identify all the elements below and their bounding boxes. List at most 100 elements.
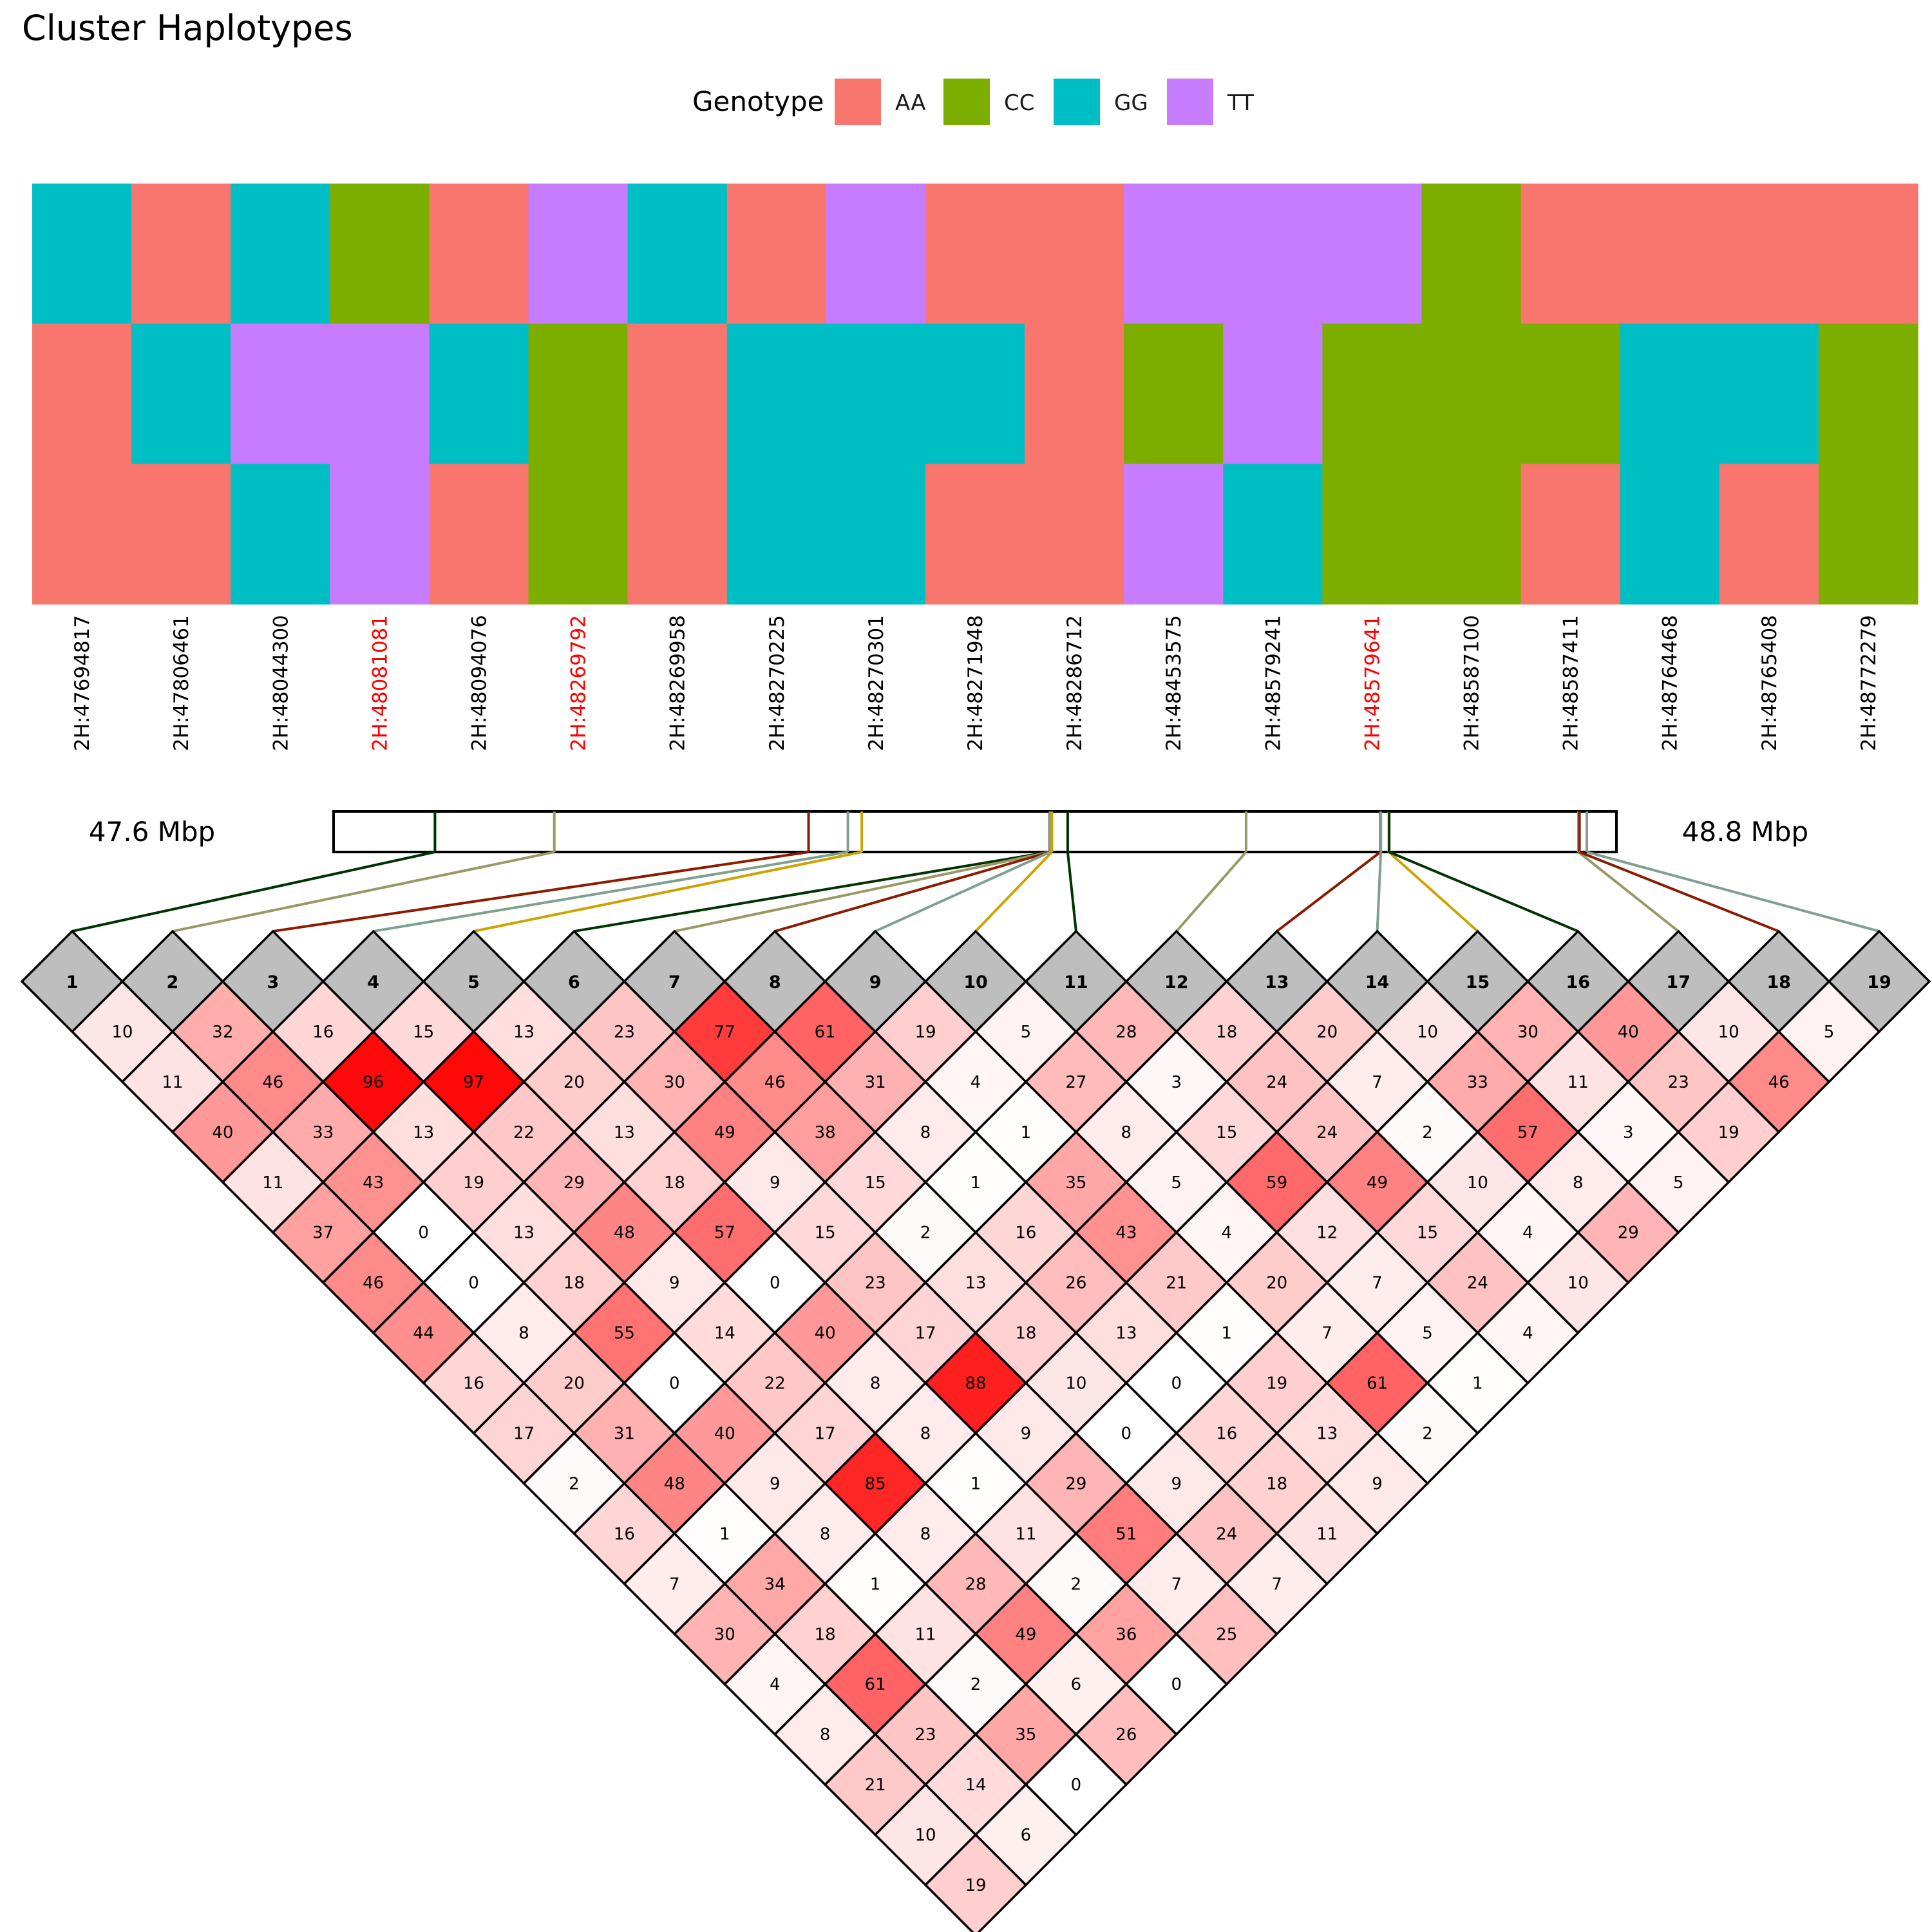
ld-value: 0 (1171, 1675, 1182, 1694)
ld-value: 61 (1367, 1374, 1388, 1394)
ld-value: 49 (1367, 1173, 1388, 1193)
ld-value: 2 (920, 1224, 931, 1243)
ld-value: 31 (614, 1425, 635, 1444)
ld-value: 11 (1567, 1073, 1589, 1092)
marker-connector-line (1276, 851, 1381, 933)
marker-index-cell (1426, 929, 1530, 1034)
haplotype-cell (1223, 184, 1323, 325)
ld-value: 9 (669, 1274, 680, 1293)
marker-index-label: 12 (1164, 972, 1189, 992)
ld-value: 33 (312, 1123, 334, 1142)
ld-value: 22 (764, 1374, 786, 1394)
marker-index-label: 10 (963, 972, 988, 992)
legend-label-aa: AA (895, 90, 925, 116)
ld-value: 26 (1115, 1725, 1137, 1745)
marker-connector-line (1066, 851, 1077, 932)
snp-label: 2H:48094076 (468, 615, 491, 751)
marker-connector-line (1388, 851, 1479, 933)
ld-value: 16 (1216, 1425, 1237, 1444)
snp-label: 2H:48270301 (865, 615, 888, 751)
ld-value: 31 (865, 1073, 886, 1092)
marker-index-cell (1225, 929, 1329, 1034)
ld-value: 29 (1065, 1474, 1086, 1493)
ld-value: 0 (770, 1274, 781, 1293)
ld-value: 4 (1522, 1224, 1533, 1243)
ld-value: 1 (1021, 1123, 1032, 1142)
ld-value: 20 (564, 1073, 585, 1092)
ld-value: 10 (1467, 1173, 1488, 1193)
ld-value: 0 (1121, 1425, 1132, 1444)
ld-value: 9 (770, 1173, 781, 1193)
ld-value: 30 (1517, 1023, 1539, 1042)
ld-value: 13 (1316, 1425, 1338, 1444)
region-bar-outline (332, 810, 1618, 853)
marker-index-cell (221, 929, 325, 1034)
marker-index-label: 15 (1466, 972, 1490, 992)
genomic-region-bar: 47.6 Mbp 48.8 Mbp (89, 810, 1808, 853)
haplotype-cell (330, 184, 430, 325)
ld-value: 23 (915, 1725, 936, 1745)
ld-value: 49 (1015, 1625, 1036, 1644)
ld-value: 34 (764, 1575, 786, 1594)
marker-index-label: 4 (367, 972, 379, 992)
ld-value: 0 (468, 1274, 479, 1293)
marker-connector-line (1175, 851, 1247, 933)
ld-value: 35 (1015, 1725, 1036, 1745)
ld-value: 37 (312, 1224, 334, 1243)
ld-value: 15 (1417, 1224, 1438, 1243)
ld-value: 46 (1768, 1073, 1790, 1092)
haplotype-cell (627, 464, 728, 605)
marker-index-cell (321, 929, 426, 1034)
ld-value: 13 (614, 1123, 635, 1142)
marker-index-cell (1124, 929, 1229, 1034)
marker-index-cell (1526, 929, 1630, 1034)
ld-value: 11 (262, 1173, 283, 1193)
ld-value: 40 (714, 1425, 735, 1444)
snp-label: 2H:48579641 (1361, 615, 1384, 751)
snp-label: 2H:48081081 (368, 615, 392, 751)
ld-value: 23 (865, 1274, 886, 1293)
marker-index-label: 14 (1365, 972, 1390, 992)
haplotype-cell (1124, 323, 1224, 464)
ld-value: 24 (1216, 1524, 1237, 1544)
marker-connector-line (1376, 851, 1383, 932)
haplotype-cell (131, 184, 231, 325)
marker-index-cell (1024, 929, 1128, 1034)
ld-value: 7 (1171, 1575, 1182, 1594)
haplotype-cell (1620, 323, 1720, 464)
haplotype-cell (925, 184, 1025, 325)
ld-value: 2 (971, 1675, 981, 1694)
snp-label: 2H:48764468 (1659, 615, 1682, 751)
ld-value: 20 (1316, 1023, 1338, 1042)
marker-connector-line (71, 851, 435, 933)
ld-value: 11 (1316, 1524, 1338, 1544)
ld-value: 48 (664, 1474, 685, 1493)
ld-value: 8 (820, 1524, 831, 1544)
haplotype-cell (1223, 323, 1323, 464)
ld-value: 28 (965, 1575, 986, 1594)
ld-value: 7 (1372, 1274, 1383, 1293)
ld-value: 7 (1321, 1324, 1332, 1343)
ld-value: 18 (815, 1625, 836, 1644)
ld-value: 18 (1015, 1324, 1036, 1343)
ld-value: 26 (1065, 1274, 1086, 1293)
ld-value: 24 (1467, 1274, 1488, 1293)
ld-value: 0 (418, 1224, 429, 1243)
ld-value: 43 (363, 1173, 384, 1193)
ld-value: 23 (1668, 1073, 1689, 1092)
snp-axis-labels: 2H:47694817 2H:47806461 2H:48044300 2H:4808… (71, 615, 1880, 751)
legend-key-cc (943, 79, 990, 125)
snp-label: 2H:48579241 (1262, 615, 1285, 751)
haplotype-cell (1818, 184, 1918, 325)
ld-value: 8 (518, 1324, 529, 1343)
ld-value: 20 (1266, 1274, 1287, 1293)
ld-value: 27 (1065, 1073, 1086, 1092)
ld-value: 16 (312, 1023, 334, 1042)
ld-value: 9 (770, 1474, 781, 1493)
haplotype-cell (1223, 464, 1323, 605)
marker-index-label: 19 (1867, 972, 1891, 992)
ld-value: 77 (714, 1023, 735, 1042)
ld-value: 24 (1316, 1123, 1338, 1142)
ld-value: 18 (1216, 1023, 1237, 1042)
